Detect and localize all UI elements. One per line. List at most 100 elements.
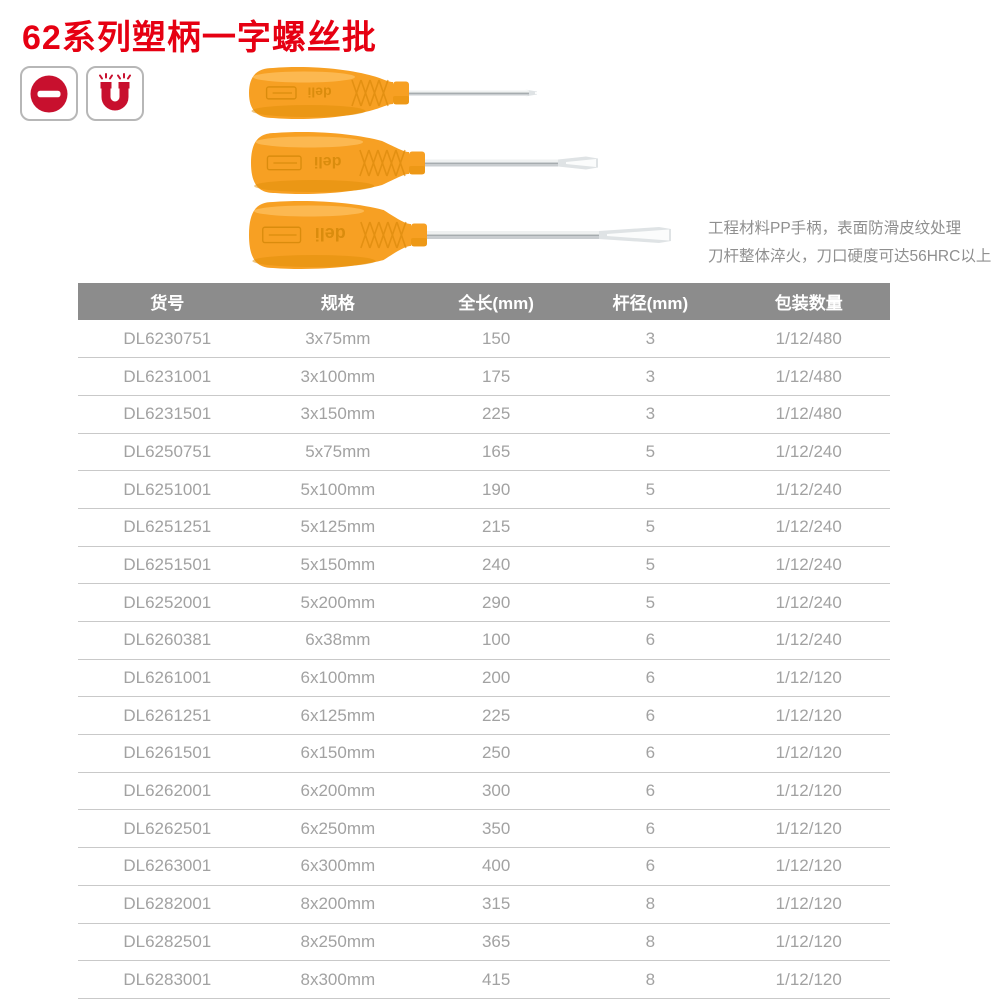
table-header-row: 货号 规格 全长(mm) 杆径(mm) 包装数量 (78, 283, 890, 320)
table-cell: 400 (419, 847, 574, 886)
table-row: DL6251501 5x150mm 240 5 1/12/240 (78, 546, 890, 585)
slotted-drive-icon (30, 75, 68, 112)
table-row: DL6231001 3x100mm 175 3 1/12/480 (78, 357, 890, 396)
table-cell: DL6260381 (78, 621, 257, 660)
table-cell: DL6252001 (78, 583, 257, 622)
table-cell: 5 (573, 508, 728, 547)
table-row: DL6282001 8x200mm 315 8 1/12/120 (78, 885, 890, 924)
table-cell: DL6251001 (78, 470, 257, 509)
feature-icon-group (20, 66, 144, 121)
table-cell: DL6283001 (78, 960, 257, 999)
table-cell: 365 (419, 923, 574, 962)
table-cell: 3 (573, 357, 728, 396)
table-row: DL6261001 6x100mm 200 6 1/12/120 (78, 659, 890, 698)
table-row: DL6231501 3x150mm 225 3 1/12/480 (78, 395, 890, 434)
table-cell: 315 (419, 885, 574, 924)
table-cell: DL6250751 (78, 433, 257, 472)
table-cell: 3x75mm (256, 320, 420, 359)
header-cell: 规格 (256, 283, 420, 320)
table-cell: 150 (419, 320, 574, 359)
page-title: 62系列塑柄一字螺丝批 (22, 19, 377, 57)
table-row: DL6230751 3x75mm 150 3 1/12/480 (78, 320, 890, 359)
table-cell: DL6231001 (78, 357, 257, 396)
table-cell: 3 (573, 320, 728, 359)
table-row: DL6262501 6x250mm 350 6 1/12/120 (78, 809, 890, 849)
table-row: DL6250751 5x75mm 165 5 1/12/240 (78, 433, 890, 472)
table-row: DL6251001 5x100mm 190 5 1/12/240 (78, 470, 890, 509)
table-cell: 6x200mm (256, 772, 420, 811)
product-image-screwdriver-small: deli (241, 62, 541, 124)
magnetic-tip-badge (86, 66, 144, 121)
table-cell: 6 (573, 696, 728, 736)
table-row: DL6282501 8x250mm 365 8 1/12/120 (78, 923, 890, 962)
table-cell: 5 (573, 583, 728, 622)
svg-text:deli: deli (314, 153, 342, 170)
table-cell: 3x100mm (256, 357, 420, 396)
table-row: DL6260381 6x38mm 100 6 1/12/240 (78, 621, 890, 660)
table-row: DL6262001 6x200mm 300 6 1/12/120 (78, 772, 890, 811)
table-cell: 1/12/480 (727, 320, 890, 359)
table-cell: 5x150mm (256, 546, 420, 585)
header-cell: 包装数量 (727, 283, 890, 320)
table-cell: 1/12/480 (727, 357, 890, 396)
description-line: 工程材料PP手柄，表面防滑皮纹处理 (708, 220, 962, 237)
table-cell: 5x100mm (256, 470, 420, 509)
table-cell: 8x200mm (256, 885, 420, 924)
table-cell: 415 (419, 960, 574, 999)
table-row: DL6252001 5x200mm 290 5 1/12/240 (78, 583, 890, 622)
table-cell: 175 (419, 357, 574, 396)
table-cell: 5x125mm (256, 508, 420, 547)
table-cell: 1/12/120 (727, 696, 890, 736)
table-cell: 300 (419, 772, 574, 811)
table-cell: 1/12/240 (727, 546, 890, 585)
table-cell: 6 (573, 809, 728, 849)
table-cell: 1/12/120 (727, 659, 890, 698)
slotted-drive-badge (20, 66, 78, 121)
table-cell: DL6231501 (78, 395, 257, 434)
table-row: DL6263001 6x300mm 400 6 1/12/120 (78, 847, 890, 886)
table-cell: 1/12/120 (727, 960, 890, 999)
svg-text:deli: deli (307, 85, 331, 101)
table-cell: 8 (573, 960, 728, 999)
table-cell: 8 (573, 885, 728, 924)
spec-table-wrap: 货号 规格 全长(mm) 杆径(mm) 包装数量 DL6230751 3x75mm 150 3… (78, 283, 890, 999)
table-cell: 165 (419, 433, 574, 472)
table-cell: 8x300mm (256, 960, 420, 999)
table-cell: 1/12/240 (727, 433, 890, 472)
table-cell: DL6262001 (78, 772, 257, 811)
table-cell: 1/12/120 (727, 734, 890, 773)
magnet-icon (99, 72, 131, 110)
table-row: DL6261251 6x125mm 225 6 1/12/120 (78, 696, 890, 736)
product-description: 工程材料PP手柄，表面防滑皮纹处理 刀杆整体淬火，刀口硬度可达56HRC以上 (708, 215, 991, 271)
header-cell: 杆径(mm) (573, 283, 728, 320)
table-cell: 1/12/240 (727, 508, 890, 547)
table-cell: 5 (573, 433, 728, 472)
table-cell: 6x150mm (256, 734, 420, 773)
table-cell: 6 (573, 621, 728, 660)
table-cell: 3 (573, 395, 728, 434)
table-cell: 6x100mm (256, 659, 420, 698)
product-image-screwdriver-large: deli (241, 198, 676, 272)
table-row: DL6261501 6x150mm 250 6 1/12/120 (78, 734, 890, 773)
table-cell: 190 (419, 470, 574, 509)
description-line: 刀杆整体淬火，刀口硬度可达56HRC以上 (708, 248, 992, 265)
table-row: DL6283001 8x300mm 415 8 1/12/120 (78, 960, 890, 999)
table-cell: DL6263001 (78, 847, 257, 886)
table-cell: 5 (573, 546, 728, 585)
table-cell: DL6261501 (78, 734, 257, 773)
table-cell: DL6251501 (78, 546, 257, 585)
table-cell: 1/12/120 (727, 847, 890, 886)
product-image-screwdriver-medium: deli (243, 129, 605, 197)
table-cell: 5 (573, 470, 728, 509)
table-cell: 250 (419, 734, 574, 773)
table-cell: 225 (419, 395, 574, 434)
table-cell: 1/12/480 (727, 395, 890, 434)
table-cell: 6x250mm (256, 809, 420, 849)
table-cell: 6x125mm (256, 696, 420, 736)
table-cell: 215 (419, 508, 574, 547)
svg-text:deli: deli (315, 224, 346, 244)
table-cell: 3x150mm (256, 395, 420, 434)
table-cell: DL6282001 (78, 885, 257, 924)
table-cell: DL6262501 (78, 809, 257, 849)
table-cell: 6 (573, 847, 728, 886)
